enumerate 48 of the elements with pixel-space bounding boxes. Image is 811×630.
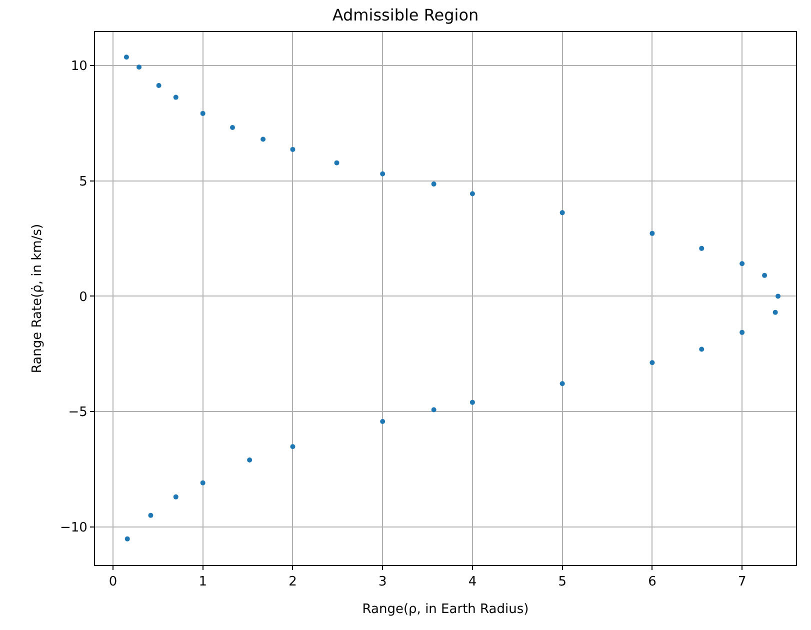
point xyxy=(290,444,296,450)
point xyxy=(290,146,296,152)
x-tick-label: 5 xyxy=(558,574,566,590)
point xyxy=(156,83,162,88)
point xyxy=(136,64,142,70)
point xyxy=(699,246,704,251)
point xyxy=(650,360,655,366)
point xyxy=(650,230,655,236)
point xyxy=(380,418,386,424)
point xyxy=(230,125,235,130)
point xyxy=(699,346,704,352)
point xyxy=(431,182,436,187)
point xyxy=(247,458,252,463)
y-tick-label: −5 xyxy=(68,405,88,420)
point xyxy=(124,536,130,542)
point xyxy=(560,210,565,216)
point xyxy=(260,136,266,142)
x-tick-label: 7 xyxy=(738,574,746,590)
point xyxy=(173,94,178,100)
point xyxy=(762,272,768,278)
y-tick-label: 10 xyxy=(70,59,88,74)
point xyxy=(431,407,436,412)
chart-title: Admissible Region xyxy=(332,6,479,25)
y-axis-title: Range Rate(ρ̇, in km/s) xyxy=(30,224,45,374)
point xyxy=(380,171,386,176)
point xyxy=(124,54,129,60)
x-axis-title: Range(ρ, in Earth Radius) xyxy=(362,602,529,618)
point xyxy=(470,191,475,196)
point xyxy=(470,400,475,405)
x-tick-label: 3 xyxy=(378,574,387,590)
point xyxy=(334,160,340,166)
point xyxy=(740,261,745,266)
x-tick-label: 4 xyxy=(468,574,477,590)
point xyxy=(560,381,565,386)
x-tick-label: 6 xyxy=(648,574,656,590)
x-tick-label: 2 xyxy=(288,574,297,590)
x-tick-label: 1 xyxy=(198,574,207,590)
x-tick-label: 0 xyxy=(108,574,118,590)
point xyxy=(200,110,206,116)
point xyxy=(200,480,206,486)
y-tick-label: 0 xyxy=(79,290,88,305)
point xyxy=(772,310,778,315)
point xyxy=(173,494,178,500)
y-tick-label: −10 xyxy=(60,520,88,536)
point xyxy=(148,512,154,518)
point xyxy=(740,330,745,335)
point xyxy=(776,294,781,299)
y-tick-label: 5 xyxy=(79,174,88,190)
